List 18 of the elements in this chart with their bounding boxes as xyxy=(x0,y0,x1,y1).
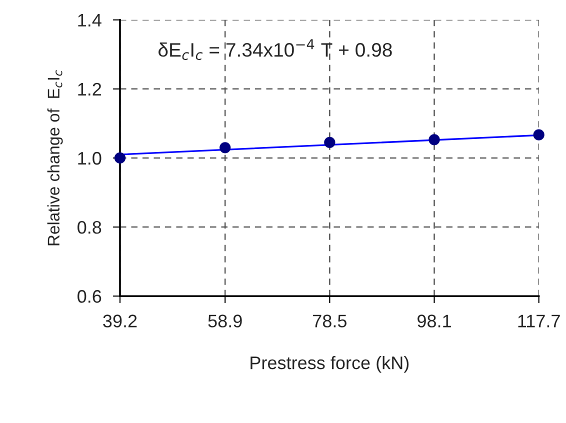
x-tick-label: 39.2 xyxy=(103,314,137,328)
y-tick-label: 1.0 xyxy=(78,152,102,165)
point xyxy=(428,134,440,146)
y-axis-title: Relative change of E$_{c}$I$_{c}$ xyxy=(47,70,63,246)
annotation: δE$_{c}$I$_{c}$ = 7.34x10$^{−4}$ T + 0.98 xyxy=(158,39,392,60)
y-tick-label: 1.2 xyxy=(78,82,102,96)
x-tick-label: 98.1 xyxy=(418,314,451,328)
point xyxy=(220,142,231,154)
y-tick-label: 0.8 xyxy=(78,220,102,234)
x-tick-label: 117.7 xyxy=(518,314,560,328)
y-tick-label: 1.4 xyxy=(78,14,102,26)
x-tick-label: 78.5 xyxy=(313,314,346,328)
point xyxy=(114,152,126,164)
x-tick-label: 58.9 xyxy=(208,314,242,328)
point xyxy=(533,129,544,140)
y-tick-label: 0.6 xyxy=(78,290,102,303)
x-axis-title: Prestress force (kN) xyxy=(250,356,409,373)
point xyxy=(324,136,336,148)
